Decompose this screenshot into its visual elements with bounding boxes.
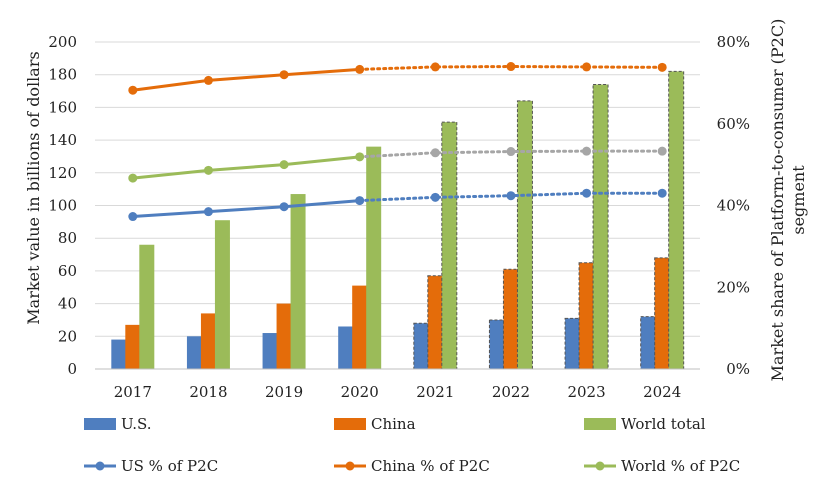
legend-label: U.S. [121,415,152,433]
legend-label: China % of P2C [371,457,490,475]
bar-china [427,275,444,370]
bar-china [352,285,368,369]
bar-group [111,70,685,370]
y-tick-label: 140 [48,131,77,149]
y-axis-title: Market value in billions of dollars [24,51,43,324]
x-tick-label: 2024 [643,383,681,401]
bar-u-s- [413,322,430,370]
point-china-of-p2c [355,64,365,74]
y2-tick-label: 40% [717,197,750,215]
point-world-of-p2c [203,165,213,175]
line-us-of-p2c [132,199,360,219]
y2-tick-label: 80% [717,33,750,51]
point-us-of-p2c [430,192,440,202]
point-world-of-p2c [506,147,516,157]
y-tick-label: 20 [58,327,77,345]
y-tick-label: 200 [48,33,77,51]
y-tick-label: 80 [58,229,77,247]
point-world-of-p2c [279,160,289,170]
y2-tick-label: 0% [726,360,750,378]
point-world-of-p2c [355,152,365,162]
point-us-of-p2c [355,196,365,206]
y-tick-label: 0 [67,360,77,378]
y-tick-label: 160 [48,98,77,116]
x-tick-label: 2020 [341,383,379,401]
bar-u-s- [488,319,505,370]
bar-u-s- [564,317,581,370]
y2-axis-title-line2: segment [789,165,808,235]
point-china-of-p2c [279,70,289,80]
legend-label: China [371,415,416,433]
point-us-of-p2c [506,191,516,201]
y-tick-label: 120 [48,164,77,182]
bar-china [654,257,671,370]
bar-china [125,324,141,369]
x-tick-label: 2023 [567,383,605,401]
bar-u-s- [640,316,657,370]
y-tick-label: 100 [48,197,77,215]
legend-marker [595,461,605,471]
bar-u-s- [111,339,127,369]
legend-marker [345,461,355,471]
legend: U.S. China World total US % of P2C China % o… [84,415,740,475]
legend-label: US % of P2C [121,457,218,475]
point-us-of-p2c [582,188,592,198]
point-us-of-p2c [279,202,289,212]
legend-label: World total [621,415,706,433]
legend-marker [95,461,105,471]
point-china-of-p2c [582,62,592,72]
point-world-of-p2c [657,146,667,156]
bar-china [502,268,519,370]
axes: 0 20 40 60 80 100 120 140 160 180 200 0% 20% 40% 60% 80… [48,33,750,401]
bar-china [200,313,216,369]
point-world-of-p2c [582,146,592,156]
y-tick-label: 180 [48,66,77,84]
bar-world-total [592,84,609,370]
bar-u-s- [338,326,354,369]
bar-world-total [441,121,458,370]
line-china-of-p2c [132,67,360,92]
legend-swatch [334,418,366,430]
point-china-of-p2c [430,62,440,72]
x-tick-label: 2017 [114,383,152,401]
x-tick-label: 2021 [416,383,454,401]
x-tick-label: 2018 [189,383,227,401]
bar-u-s- [186,336,202,369]
y-tick-label: 40 [58,295,77,313]
legend-swatch [584,418,616,430]
bar-world-total [668,70,685,370]
point-world-of-p2c [430,148,440,158]
bar-world-total [214,220,230,369]
legend-swatch [84,418,116,430]
x-tick-label: 2019 [265,383,303,401]
y-tick-label: 60 [58,262,77,280]
y2-tick-label: 20% [717,278,750,296]
legend-label: World % of P2C [621,457,740,475]
bar-china [578,262,595,370]
y2-axis-title-line1: Market share of Platform-to-consumer (P2… [768,19,787,382]
bar-world-total [516,100,533,370]
bar-world-total [139,244,155,369]
line-world-of-p2c [132,155,360,180]
point-world-of-p2c [128,173,138,183]
point-us-of-p2c [128,212,138,222]
bar-world-total [366,146,382,369]
line-group [128,62,667,222]
point-china-of-p2c [657,62,667,72]
gridlines [95,41,700,337]
bar-china [276,303,292,369]
point-china-of-p2c [506,62,516,72]
point-us-of-p2c [657,188,667,198]
y2-tick-label: 60% [717,115,750,133]
bar-world-total [290,194,306,369]
point-china-of-p2c [203,75,213,85]
bar-u-s- [262,333,278,369]
point-us-of-p2c [203,207,213,217]
x-tick-label: 2022 [492,383,530,401]
point-china-of-p2c [128,85,138,95]
